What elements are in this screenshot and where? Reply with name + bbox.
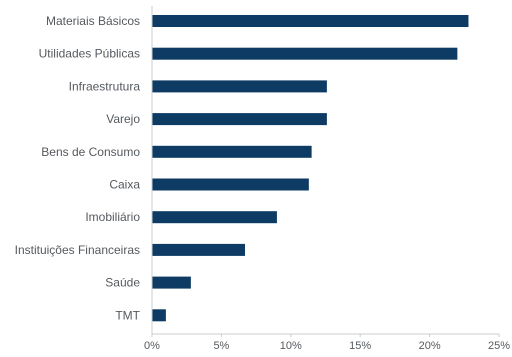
category-label: Instituições Financeiras — [15, 243, 140, 257]
bar — [152, 47, 458, 60]
labels-layer: Materiais Básicos Utilidades Públicas Infr… — [15, 14, 511, 352]
bar — [152, 178, 309, 191]
bar — [152, 80, 327, 93]
category-label: Infraestrutura — [69, 79, 141, 93]
category-label: Saúde — [105, 276, 140, 290]
bars-layer — [152, 15, 469, 322]
x-tick-label: 10% — [280, 340, 302, 352]
axis-layer — [151, 6, 500, 337]
category-label: Caixa — [109, 178, 140, 192]
bar — [152, 309, 166, 322]
x-tick-label: 0% — [144, 340, 160, 352]
x-tick-label: 15% — [349, 340, 371, 352]
bar — [152, 243, 245, 256]
category-label: Utilidades Públicas — [39, 47, 140, 61]
category-label: TMT — [115, 308, 140, 322]
x-tick-label: 20% — [419, 340, 441, 352]
bar — [152, 145, 312, 158]
bar — [152, 113, 327, 126]
category-label: Imobiliário — [85, 210, 140, 224]
bar — [152, 211, 277, 224]
x-tick-label: 25% — [488, 340, 510, 352]
x-tick-label: 5% — [213, 340, 229, 352]
bar — [152, 15, 469, 27]
category-label: Materiais Básicos — [46, 14, 140, 28]
category-label: Varejo — [106, 112, 140, 126]
category-label: Bens de Consumo — [41, 145, 140, 159]
bar — [152, 276, 191, 289]
